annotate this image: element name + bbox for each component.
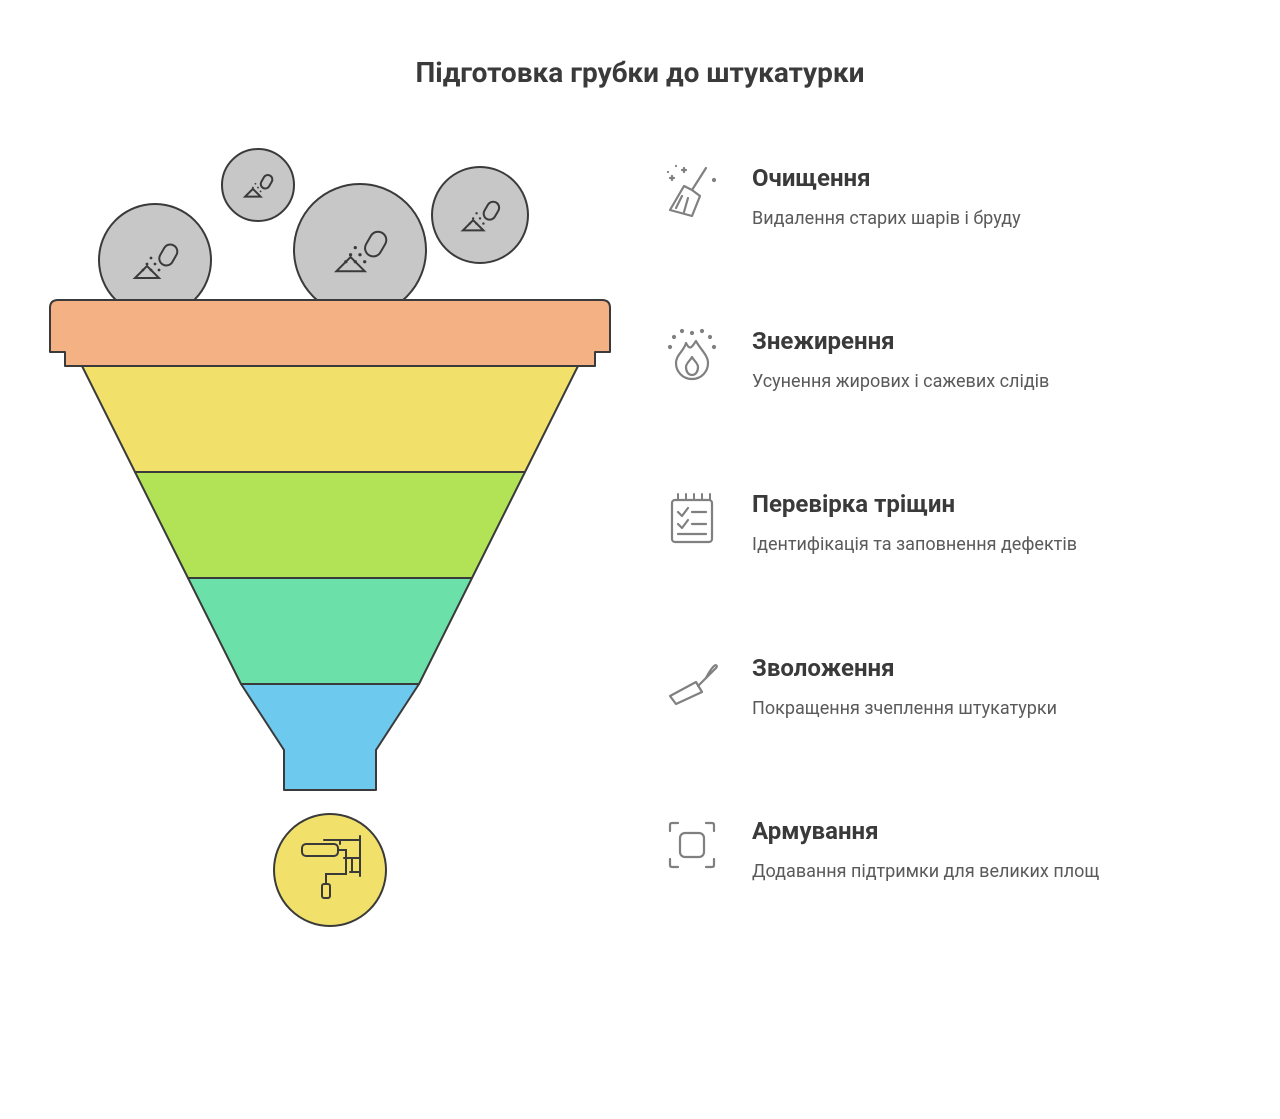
- page-title: Підготовка грубки до штукатурки: [0, 56, 1280, 89]
- step-item: Перевірка тріщин Ідентифікація та заповн…: [660, 486, 1220, 557]
- step-item: Зволоження Покращення зчеплення штукатур…: [660, 650, 1220, 721]
- steps-list: Очищення Видалення старих шарів і бруду …: [660, 160, 1220, 976]
- step-desc: Видалення старих шарів і бруду: [752, 206, 1021, 231]
- step-title: Знежирення: [752, 327, 1049, 355]
- checklist-icon: [660, 486, 724, 550]
- step-title: Зволоження: [752, 654, 1057, 682]
- step-desc: Ідентифікація та заповнення дефектів: [752, 532, 1077, 557]
- step-item: Армування Додавання підтримки для велики…: [660, 813, 1220, 884]
- step-title: Перевірка тріщин: [752, 490, 1077, 518]
- trowel-icon: [660, 650, 724, 714]
- step-title: Очищення: [752, 164, 1021, 192]
- step-desc: Додавання підтримки для великих площ: [752, 859, 1099, 884]
- funnel-diagram: [40, 130, 620, 1030]
- step-desc: Усунення жирових і сажевих слідів: [752, 369, 1049, 394]
- fire-icon: [660, 323, 724, 387]
- step-item: Знежирення Усунення жирових і сажевих сл…: [660, 323, 1220, 394]
- broom-icon: [660, 160, 724, 224]
- step-desc: Покращення зчеплення штукатурки: [752, 696, 1057, 721]
- step-title: Армування: [752, 817, 1099, 845]
- step-item: Очищення Видалення старих шарів і бруду: [660, 160, 1220, 231]
- frame-icon: [660, 813, 724, 877]
